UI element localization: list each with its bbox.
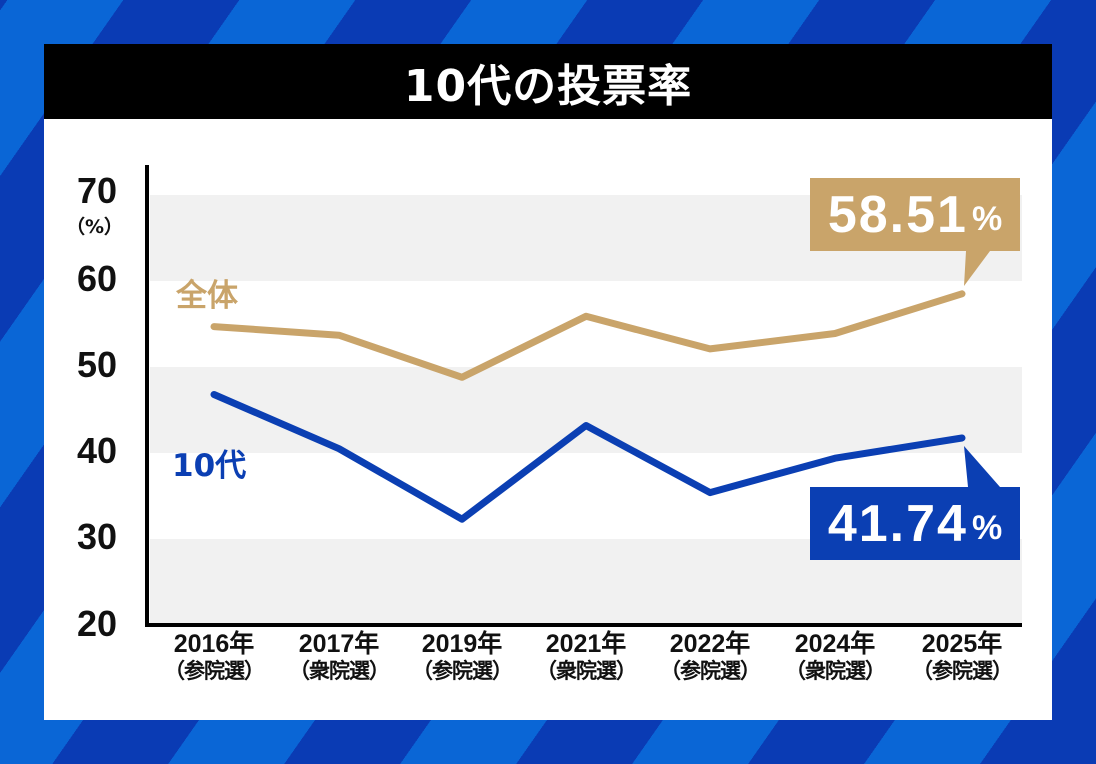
- x-tick-year: 2021年: [545, 630, 627, 658]
- x-tick-label: 2017年 （衆院選）: [276, 630, 402, 683]
- grid-band: [150, 367, 1022, 453]
- x-tick-label: 2019年 （参院選）: [399, 630, 525, 683]
- x-tick-year: 2022年: [669, 630, 751, 658]
- x-tick-year: 2025年: [921, 630, 1003, 658]
- series-line-teens: [210, 391, 966, 523]
- callout-value: 58.51: [827, 185, 968, 244]
- series-line-overall: [210, 290, 966, 381]
- x-tick-election: （衆院選）: [289, 658, 390, 683]
- y-axis-unit: （%）: [66, 216, 124, 238]
- callout-unit: %: [971, 509, 1003, 547]
- series-label-overall: 全体: [176, 278, 238, 314]
- callout-value: 41.74: [827, 494, 968, 553]
- callout-overall: 58.51%: [810, 178, 1020, 251]
- y-tick-label: 60: [76, 258, 118, 299]
- x-tick-election: （参院選）: [412, 658, 513, 683]
- callout-teens: 41.74%: [810, 487, 1020, 560]
- callout-box-overall: [810, 178, 1020, 286]
- x-tick-label: 2024年 （衆院選）: [772, 630, 898, 683]
- x-tick-label: 2022年 （参院選）: [647, 630, 773, 683]
- x-tick-year: 2019年: [421, 630, 503, 658]
- x-tick-election: （参院選）: [912, 658, 1013, 683]
- x-tick-election: （衆院選）: [785, 658, 886, 683]
- y-tick-label: 20: [76, 603, 118, 644]
- callout-box-teens: [810, 446, 1020, 560]
- callout-unit: %: [971, 200, 1003, 238]
- y-tick-label: 70: [76, 170, 118, 211]
- x-tick-year: 2024年: [794, 630, 876, 658]
- series-label-teens: 10代: [172, 448, 247, 484]
- y-tick-label: 40: [76, 430, 118, 471]
- x-tick-label: 2016年 （参院選）: [151, 630, 277, 683]
- x-tick-label: 2025年 （参院選）: [899, 630, 1025, 683]
- x-tick-year: 2017年: [298, 630, 380, 658]
- y-tick-label: 30: [76, 516, 118, 557]
- x-tick-year: 2016年: [173, 630, 255, 658]
- x-tick-label: 2021年 （衆院選）: [523, 630, 649, 683]
- y-tick-label: 50: [76, 344, 118, 385]
- x-tick-election: （参院選）: [164, 658, 265, 683]
- chart-title: 10代の投票率: [44, 44, 1052, 119]
- x-tick-election: （衆院選）: [536, 658, 637, 683]
- x-tick-election: （参院選）: [660, 658, 761, 683]
